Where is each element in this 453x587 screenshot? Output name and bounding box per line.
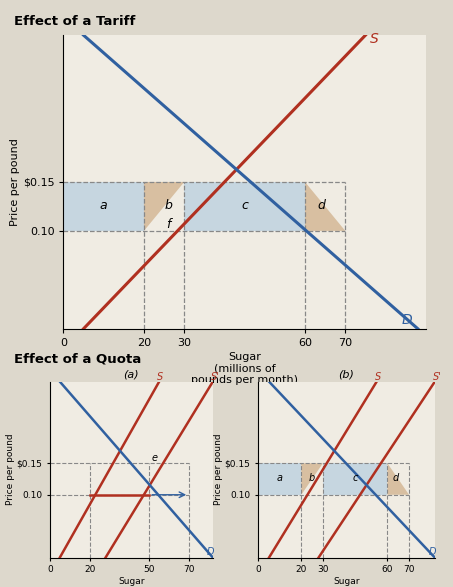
Polygon shape [63, 182, 144, 231]
Y-axis label: Price per pound: Price per pound [10, 138, 20, 226]
Text: S: S [157, 372, 164, 382]
Text: b: b [164, 199, 172, 212]
Text: d: d [317, 199, 325, 212]
Polygon shape [323, 463, 387, 495]
Text: D: D [207, 546, 214, 556]
Text: f: f [166, 218, 170, 231]
Title: (b): (b) [338, 369, 355, 379]
Text: e: e [151, 453, 157, 463]
X-axis label: Sugar
(millions of pounds per month): Sugar (millions of pounds per month) [61, 577, 202, 587]
Text: S: S [375, 372, 381, 382]
Text: a: a [100, 199, 107, 212]
Text: c: c [352, 473, 358, 484]
Text: Effect of a Quota: Effect of a Quota [14, 352, 141, 365]
Text: D: D [429, 546, 436, 556]
Text: a: a [277, 473, 283, 484]
Polygon shape [301, 463, 323, 495]
Polygon shape [305, 182, 345, 231]
Text: d: d [393, 473, 399, 484]
Text: S: S [370, 32, 378, 46]
Text: S': S' [433, 372, 442, 382]
Polygon shape [144, 182, 184, 231]
X-axis label: Sugar
(millions of
pounds per month): Sugar (millions of pounds per month) [191, 352, 298, 385]
X-axis label: Sugar
(millions of pounds per month): Sugar (millions of pounds per month) [276, 577, 417, 587]
Text: Effect of a Tariff: Effect of a Tariff [14, 15, 135, 28]
Polygon shape [184, 182, 305, 231]
Y-axis label: Price per pound: Price per pound [6, 434, 15, 505]
Text: D: D [402, 313, 412, 327]
Text: b: b [309, 473, 315, 484]
Text: S': S' [211, 372, 220, 382]
Polygon shape [387, 463, 409, 495]
Polygon shape [258, 463, 301, 495]
Text: c: c [241, 199, 248, 212]
Title: (a): (a) [124, 369, 139, 379]
Y-axis label: Price per pound: Price per pound [214, 434, 223, 505]
